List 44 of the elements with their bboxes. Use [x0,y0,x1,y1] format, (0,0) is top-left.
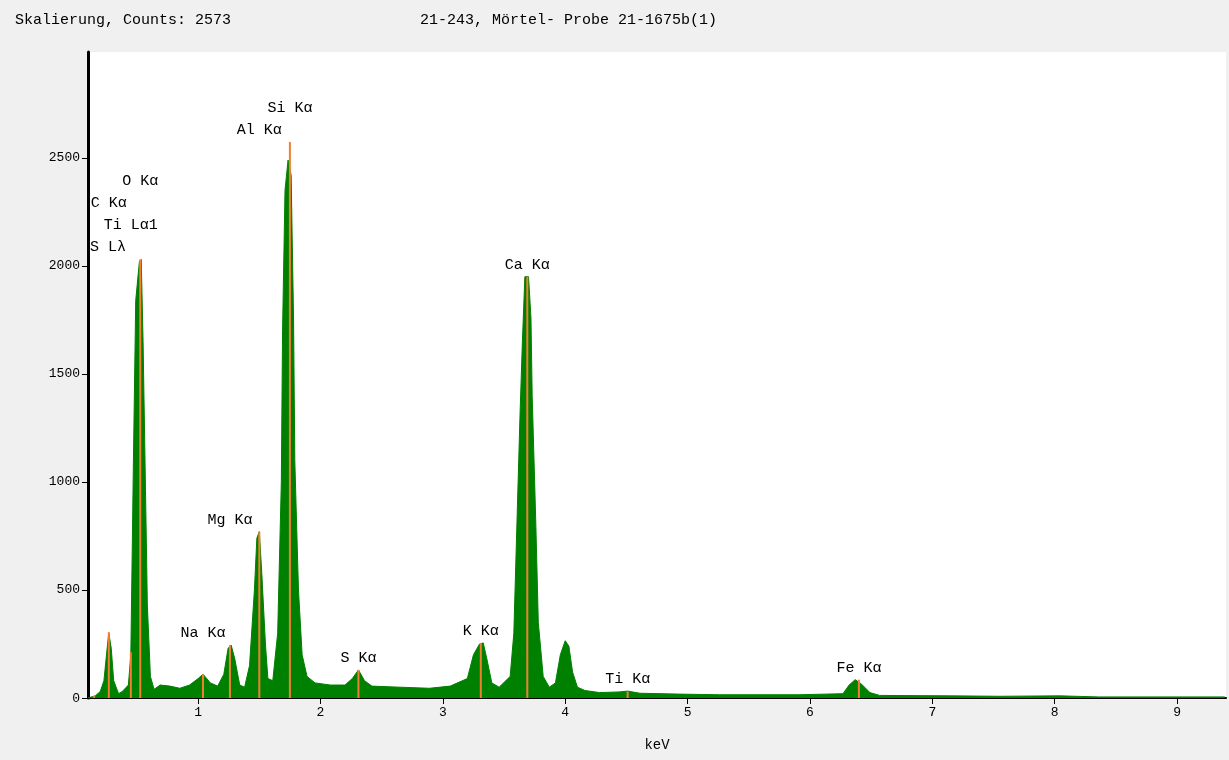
x-axis-title: keV [644,737,671,753]
annotation: K Kα [462,622,499,640]
annotation: Na Kα [180,625,226,643]
bar [288,142,291,698]
annotation: Mg Kα [207,511,253,529]
bar [228,645,231,698]
y-tick-label: 500 [56,582,80,598]
bar [202,674,205,698]
annotation: S Kα [340,649,377,667]
y-tick-label: 0 [72,690,80,706]
x-tick-label: 7 [928,705,937,720]
bar [626,691,629,698]
annotation: Ti Lα1 [103,217,158,235]
chart-subtitle: 21-243, Mörtel- Probe 21-1675b(1) [420,12,718,29]
bar [526,276,529,698]
bar [258,531,261,698]
bar [357,669,360,698]
annotation: Ti Kα [605,671,651,689]
bar [479,642,482,698]
annotation: O Kα [122,173,159,191]
y-tick-label: 2000 [48,258,80,274]
y-tick-label: 2500 [48,150,80,166]
annotation: S Lλ [90,239,127,257]
annotation: Ca Kα [504,256,550,274]
x-tick-label: 9 [1173,705,1181,720]
x-tick-label: 2 [316,705,325,720]
y-tick-label: 1000 [48,474,80,490]
x-tick-label: 1 [194,705,203,720]
annotation: Si Kα [267,100,313,118]
x-tick-label: 6 [806,705,814,720]
x-tick-label: 8 [1050,705,1059,720]
x-tick-label: 3 [438,705,447,720]
bar [107,632,110,698]
annotation: Fe Kα [836,659,882,677]
y-tick-label: 1500 [48,366,80,382]
bar [129,652,132,698]
annotation: C Kα [90,195,127,213]
bar [857,679,860,698]
bar [93,695,96,698]
x-tick-label: 4 [561,705,570,720]
chart-title: Skalierung, Counts: 2573 [15,12,232,29]
x-tick-label: 5 [683,705,692,720]
annotation: Al Kα [236,122,282,140]
bar [139,259,142,698]
